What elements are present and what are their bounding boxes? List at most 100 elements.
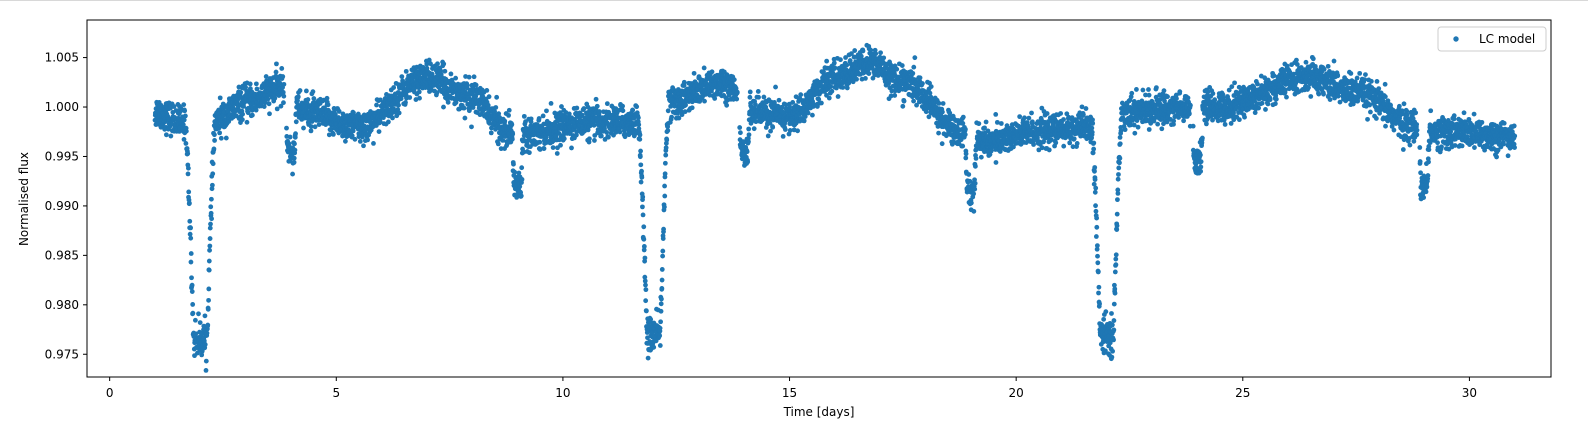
data-point — [330, 131, 336, 137]
data-point — [1190, 123, 1196, 129]
data-point — [976, 121, 982, 127]
data-point — [658, 301, 664, 307]
data-point — [207, 247, 212, 253]
data-point — [1115, 197, 1120, 203]
data-point — [939, 141, 945, 147]
data-point — [462, 115, 468, 121]
data-point — [163, 132, 169, 138]
data-point — [579, 112, 585, 118]
data-point — [912, 55, 918, 61]
data-point — [206, 297, 211, 303]
data-point — [776, 97, 782, 103]
data-point — [1113, 252, 1119, 258]
data-point — [509, 136, 515, 142]
data-point — [1210, 91, 1216, 96]
data-point — [206, 286, 212, 292]
data-point — [828, 84, 834, 90]
data-point — [1204, 121, 1209, 127]
data-point — [305, 97, 311, 102]
data-point — [486, 94, 492, 100]
data-point — [473, 82, 479, 88]
data-point — [1046, 147, 1052, 153]
data-point — [642, 278, 648, 284]
data-point — [469, 124, 474, 130]
data-point — [238, 89, 244, 95]
data-point — [188, 251, 194, 256]
data-point — [881, 55, 887, 61]
data-point — [899, 63, 905, 68]
data-point — [660, 248, 666, 254]
data-point — [1177, 89, 1183, 95]
data-point — [263, 74, 269, 79]
data-point — [293, 131, 298, 137]
data-point — [185, 151, 191, 157]
data-point — [863, 76, 868, 81]
data-point — [453, 75, 459, 81]
data-point — [701, 65, 707, 71]
data-point — [928, 84, 934, 89]
data-point — [968, 200, 974, 206]
data-point — [662, 171, 668, 177]
data-point — [464, 83, 470, 88]
data-point — [682, 109, 688, 115]
data-point — [606, 134, 611, 140]
data-point — [291, 155, 297, 161]
data-point — [281, 100, 286, 106]
data-point — [1058, 111, 1064, 116]
data-point — [519, 177, 525, 182]
data-point — [510, 131, 516, 137]
data-point — [1255, 81, 1260, 87]
data-point — [377, 119, 383, 125]
data-point — [737, 125, 743, 130]
data-point — [561, 136, 567, 142]
data-point — [641, 236, 647, 242]
data-point — [168, 133, 174, 139]
data-point — [1097, 301, 1102, 307]
data-point — [526, 150, 532, 156]
data-point — [659, 277, 665, 283]
data-point — [190, 302, 196, 307]
data-point — [517, 184, 523, 189]
data-point — [1135, 124, 1141, 130]
data-point — [660, 253, 666, 259]
data-point — [1093, 185, 1099, 191]
data-point — [518, 193, 524, 199]
data-point — [659, 286, 665, 291]
data-point — [1096, 284, 1102, 290]
data-point — [751, 126, 757, 132]
data-point — [641, 244, 647, 249]
data-point — [442, 68, 448, 74]
data-point — [308, 124, 314, 129]
data-point — [1115, 176, 1121, 182]
data-point — [186, 165, 191, 171]
data-point — [226, 119, 232, 124]
data-point — [511, 161, 516, 167]
data-point — [218, 135, 224, 141]
data-point — [261, 104, 267, 109]
data-point — [494, 94, 500, 100]
data-point — [273, 69, 279, 75]
data-point — [1096, 290, 1101, 296]
data-point — [349, 133, 355, 139]
data-point — [181, 137, 187, 142]
data-point — [1095, 253, 1100, 259]
data-point — [852, 48, 858, 53]
data-point — [1146, 87, 1151, 92]
data-point — [1116, 165, 1122, 171]
data-point — [679, 112, 685, 118]
data-point — [398, 96, 404, 102]
data-point — [413, 97, 419, 102]
data-point — [361, 143, 366, 149]
data-point — [208, 221, 213, 227]
data-point — [972, 186, 978, 192]
data-point — [493, 105, 499, 110]
data-point — [662, 160, 668, 166]
data-point — [391, 85, 397, 90]
data-point — [734, 96, 740, 102]
data-point — [866, 71, 872, 76]
data-point — [591, 122, 597, 128]
data-point — [1089, 129, 1095, 135]
data-point — [487, 121, 493, 126]
data-point — [212, 132, 217, 138]
data-point — [516, 170, 522, 176]
